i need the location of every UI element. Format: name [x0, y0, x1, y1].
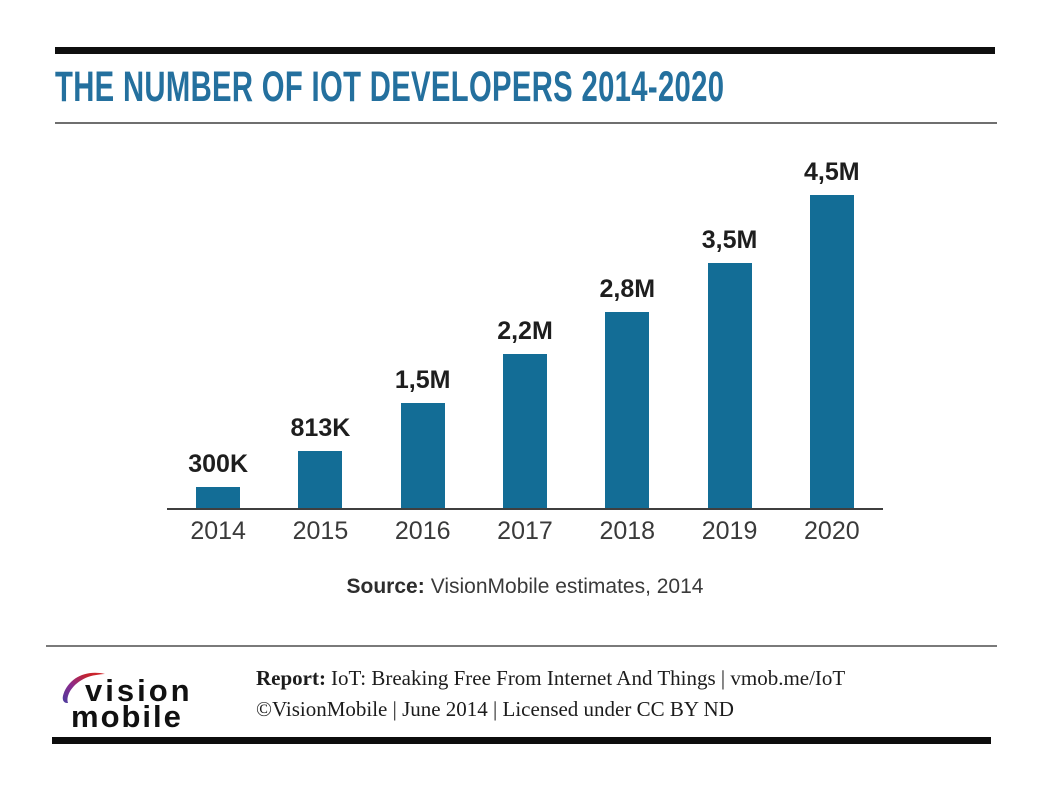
bar	[809, 195, 854, 508]
bar	[298, 451, 343, 508]
x-axis-line	[167, 508, 883, 510]
bar	[400, 403, 445, 508]
x-axis-tick-label: 2016	[394, 517, 451, 545]
source-label: Source:	[346, 575, 425, 598]
footer-copyright-line: ©VisionMobile | June 2014 | Licensed und…	[256, 697, 734, 721]
bar-column: 2,8M	[576, 158, 678, 508]
bar	[502, 354, 547, 508]
footer-report-line: Report: IoT: Breaking Free From Internet …	[256, 663, 845, 694]
bar	[196, 487, 241, 508]
source-text: VisionMobile estimates, 2014	[430, 575, 704, 598]
x-axis-labels: 2014 2015 2016 2017 2018 2019 2020	[167, 516, 883, 546]
page-title: THE NUMBER OF IOT DEVELOPERS 2014-2020	[55, 63, 725, 111]
source-line: Source: VisionMobile estimates, 2014	[0, 574, 1050, 600]
logo-text-mobile: mobile	[71, 699, 183, 732]
title-underline-rule	[55, 122, 997, 124]
x-axis-tick-label: 2018	[599, 517, 656, 545]
footer-divider-rule	[46, 645, 997, 647]
bar-column: 300K	[167, 158, 269, 508]
visionmobile-logo: vision mobile	[62, 672, 193, 732]
footer-report-info: Report: IoT: Breaking Free From Internet …	[256, 663, 845, 725]
bar	[707, 263, 752, 508]
logo-swoosh-icon	[62, 672, 105, 704]
report-label: Report:	[256, 666, 326, 690]
bar-value-label: 3,5M	[701, 226, 758, 254]
bar-column: 4,5M	[781, 158, 883, 508]
bar-column: 813K	[269, 158, 371, 508]
report-text: IoT: Breaking Free From Internet And Thi…	[330, 666, 846, 690]
bar-column: 3,5M	[678, 158, 780, 508]
logo-text-vision: vision	[85, 673, 193, 708]
bar-value-label: 2,8M	[599, 275, 656, 303]
x-axis-tick-label: 2017	[497, 517, 553, 545]
bar-value-label: 300K	[188, 450, 249, 478]
x-axis-tick-label: 2015	[292, 517, 349, 545]
bar-column: 2,2M	[474, 158, 576, 508]
top-rule	[55, 47, 995, 54]
x-axis-tick-label: 2020	[804, 517, 860, 545]
bar-value-label: 1,5M	[394, 366, 451, 394]
bar-value-label: 2,2M	[497, 317, 553, 345]
bar-value-label: 813K	[290, 414, 351, 442]
bar	[605, 312, 650, 508]
x-axis-tick-label: 2014	[190, 517, 246, 545]
bar-value-label: 4,5M	[804, 158, 860, 186]
bottom-rule	[52, 737, 991, 744]
x-axis-tick-label: 2019	[701, 517, 758, 545]
bar-column: 1,5M	[372, 158, 474, 508]
plot-columns: 300K 813K 1,5M 2,2M 2,8M 3,5M 4,5M	[167, 158, 883, 508]
